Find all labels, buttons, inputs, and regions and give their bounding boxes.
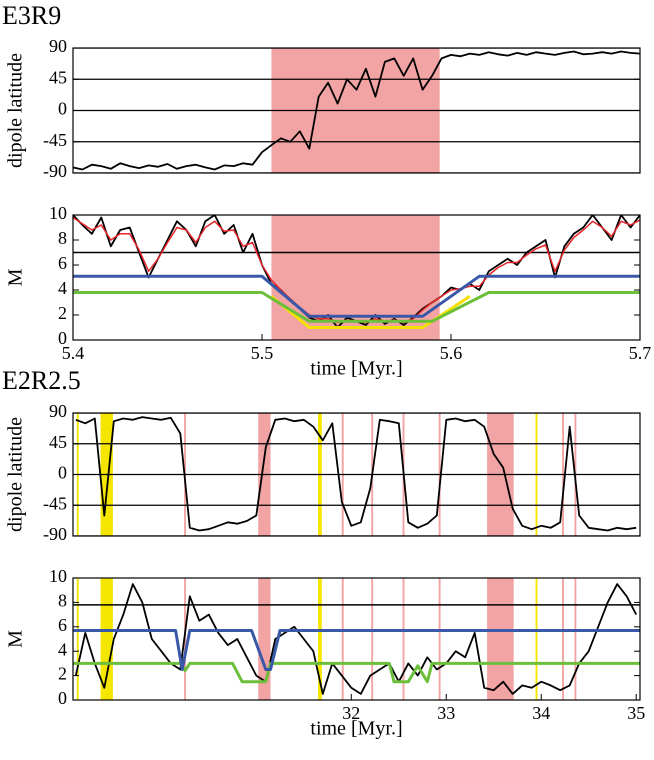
- shaded-interval: [76, 578, 79, 700]
- y-tick-label: 6: [58, 253, 67, 273]
- plot-frame: [72, 47, 641, 174]
- x-tick-label: 33: [437, 703, 455, 723]
- y-tick-label: 10: [49, 566, 67, 586]
- plot-area: [73, 413, 640, 536]
- y-tick-label: 4: [58, 639, 67, 659]
- shaded-interval: [535, 578, 538, 700]
- plot-frame: [72, 214, 641, 341]
- x-axis-label: time [Myr.]: [310, 358, 402, 380]
- shaded-interval: [318, 578, 322, 700]
- x-tick-label: 5.7: [629, 343, 652, 363]
- plot-frame: [72, 412, 641, 537]
- x-axis-label: time [Myr.]: [310, 718, 402, 740]
- series-line: [73, 629, 640, 671]
- y-tick-label: 90: [49, 36, 67, 56]
- x-tick-label: 5.5: [251, 343, 274, 363]
- shaded-interval: [402, 578, 405, 700]
- shaded-interval: [100, 578, 113, 700]
- y-tick-label: 10: [49, 203, 67, 223]
- plot-area: [73, 215, 640, 340]
- y-tick-label: 0: [58, 688, 67, 708]
- plot-area: [73, 48, 640, 173]
- y-tick-label: 45: [49, 67, 67, 87]
- y-tick-label: 0: [58, 99, 67, 119]
- x-tick-label: 5.4: [62, 343, 85, 363]
- series-line: [73, 291, 640, 323]
- y-tick-label: 8: [58, 228, 67, 248]
- x-tick-label: 34: [532, 703, 550, 723]
- x-tick-label: 35: [627, 703, 645, 723]
- y-axis-label: M: [5, 630, 27, 648]
- y-tick-label: 0: [58, 328, 67, 348]
- y-axis-label: dipole latitude: [5, 417, 27, 532]
- x-tick-label: 5.6: [440, 343, 463, 363]
- series-line: [73, 661, 640, 684]
- series-line: [270, 295, 471, 329]
- shaded-interval: [371, 578, 374, 700]
- plot-frame: [72, 577, 641, 701]
- y-tick-label: 2: [58, 664, 67, 684]
- shaded-interval: [487, 578, 514, 700]
- panel-title: E3R9: [2, 1, 61, 30]
- y-tick-label: 90: [49, 401, 67, 421]
- shaded-interval: [562, 578, 565, 700]
- y-tick-label: 6: [58, 615, 67, 635]
- y-tick-label: 4: [58, 278, 67, 298]
- shaded-interval: [341, 578, 344, 700]
- series-line: [75, 416, 637, 532]
- y-tick-label: -90: [43, 524, 67, 544]
- series-line: [73, 274, 640, 318]
- series-line: [73, 50, 640, 171]
- y-axis-label: dipole latitude: [5, 53, 27, 168]
- x-tick-label: 32: [342, 703, 360, 723]
- series-line: [74, 583, 637, 695]
- y-tick-label: -90: [43, 161, 67, 181]
- y-axis-label: M: [5, 268, 27, 286]
- y-tick-label: 2: [58, 303, 67, 323]
- y-tick-label: 0: [58, 463, 67, 483]
- y-tick-label: -45: [43, 130, 67, 150]
- panel-title: E2R2.5: [2, 366, 81, 395]
- shaded-interval: [574, 578, 577, 700]
- y-tick-label: -45: [43, 493, 67, 513]
- plot-area: [73, 578, 640, 700]
- y-tick-label: 45: [49, 432, 67, 452]
- shaded-interval: [438, 578, 441, 700]
- y-tick-label: 8: [58, 591, 67, 611]
